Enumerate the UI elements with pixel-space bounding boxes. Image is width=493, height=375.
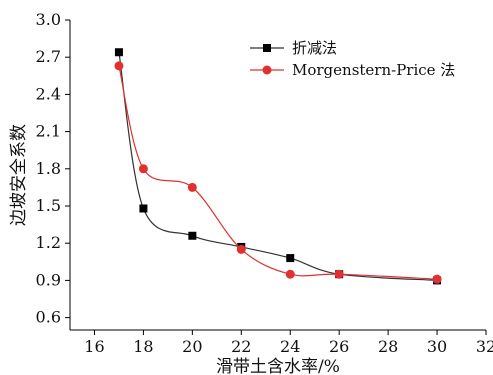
y-tick-label: 0.6 [36, 308, 61, 327]
x-tick-label: 24 [280, 337, 300, 356]
x-axis-label: 滑带土含水率/% [216, 357, 340, 375]
data-point [432, 274, 442, 284]
y-tick-label: 1.8 [36, 159, 61, 178]
x-tick-label: 30 [427, 337, 447, 356]
legend-label: 折减法 [292, 39, 337, 57]
x-tick-label: 18 [133, 337, 153, 356]
legend: 折减法 Morgenstern-Price 法 [250, 39, 455, 79]
series-2 [114, 61, 442, 284]
y-tick-label: 2.7 [36, 47, 61, 66]
legend-item: Morgenstern-Price 法 [250, 61, 455, 79]
series-1 [114, 48, 442, 285]
legend-marker [263, 44, 271, 52]
y-axis-label: 边坡安全系数 [9, 124, 29, 226]
x-tick-label: 26 [329, 337, 349, 356]
y-tick-label: 2.1 [36, 122, 61, 141]
data-point [139, 204, 148, 213]
x-tick-label: 32 [476, 337, 493, 356]
y-tick-label: 0.9 [36, 270, 61, 289]
legend-marker [262, 65, 272, 75]
y-tick-label: 2.4 [36, 84, 61, 103]
data-point [285, 269, 295, 279]
x-tick-label: 16 [84, 337, 104, 356]
legend-label: Morgenstern-Price 法 [292, 61, 455, 79]
series-line [118, 65, 438, 280]
data-point [114, 48, 123, 57]
data-point [334, 269, 344, 279]
y-tick-label: 1.5 [36, 196, 61, 215]
data-point [114, 61, 124, 71]
data-point [187, 182, 197, 192]
series-line [118, 52, 438, 281]
y-tick-label: 3.0 [36, 10, 61, 29]
x-tick-label: 20 [182, 337, 202, 356]
x-tick-label: 28 [378, 337, 398, 356]
y-tick-label: 1.2 [36, 233, 61, 252]
data-point [286, 254, 295, 263]
x-tick-label: 22 [231, 337, 251, 356]
axes: 16 18 20 22 24 26 28 30 32 0.6 0.9 1.2 1.5 1.8 2.1 2.4 2… [36, 10, 493, 356]
data-point [236, 244, 246, 254]
series-layer [114, 48, 442, 285]
legend-item: 折减法 [250, 39, 337, 57]
data-point [188, 231, 197, 240]
data-point [138, 164, 148, 174]
